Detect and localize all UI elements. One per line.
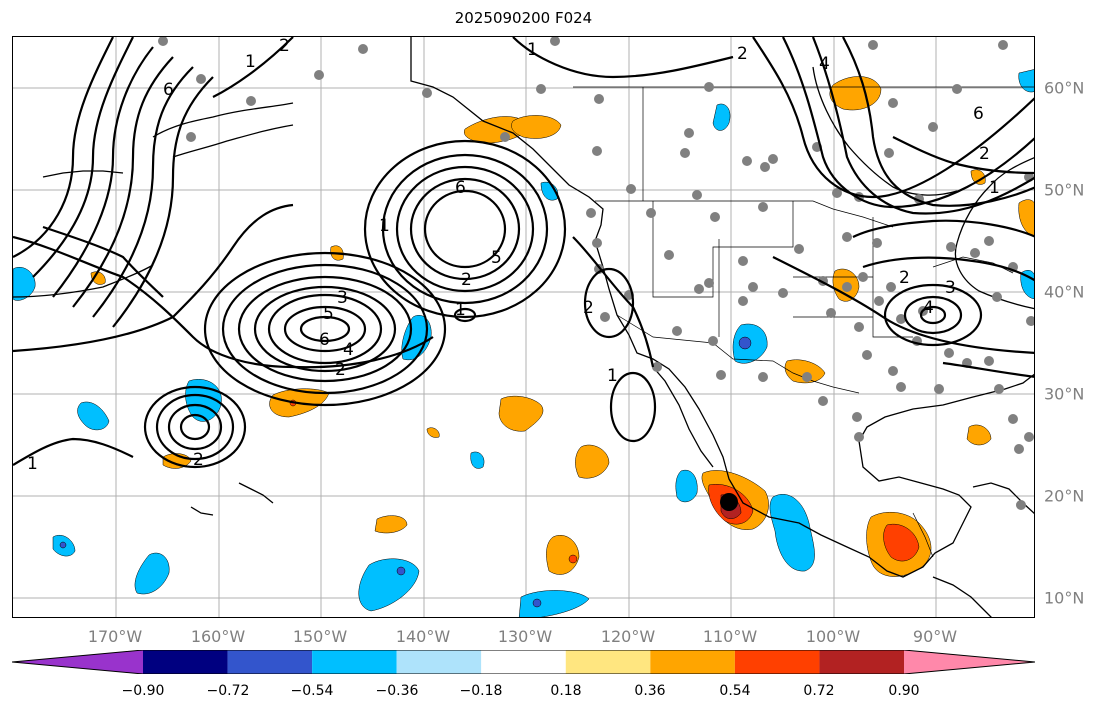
contour-label-1d: 1 [245, 52, 256, 72]
lon-label-160w: 160°W [190, 627, 246, 646]
contour-label-2b: 2 [461, 270, 472, 290]
lat-label-50n: 50°N [1044, 180, 1085, 200]
colorbar-segment-1 [143, 650, 228, 674]
contour-label-2d: 2 [737, 44, 748, 64]
lon-label-130w: 130°W [497, 627, 553, 646]
colorbar-segment-10 [904, 650, 1035, 674]
colorbar-tick-2: −0.72 [206, 683, 250, 699]
map-panel: 3 5 6 4 2 6 5 2 1 1 1 6 1 2 1 2 4 6 2 1 … [12, 36, 1035, 618]
contour-label-6c: 6 [163, 80, 174, 100]
colorbar-tick-9: 0.72 [803, 683, 835, 699]
colorbar-segment-7 [650, 650, 735, 674]
lat-label-30n: 30°N [1044, 384, 1085, 404]
lon-label-120w: 120°W [600, 627, 656, 646]
colorbar-tick-4: −0.36 [375, 683, 419, 699]
lat-label-10n: 10°N [1044, 588, 1085, 608]
contour-label-2g: 2 [583, 298, 594, 318]
lat-label-40n: 40°N [1044, 282, 1085, 302]
negative-anomaly-regions [13, 69, 1034, 617]
contour-label-2f: 2 [899, 268, 910, 288]
lon-label-140w: 140°W [395, 627, 451, 646]
colorbar-tick-1: −0.90 [121, 683, 165, 699]
lon-label-110w: 110°W [702, 627, 758, 646]
colorbar-segment-2 [227, 650, 313, 674]
contour-lines [13, 37, 1034, 469]
contour-label-1f: 1 [989, 178, 1000, 198]
contour-label-2e: 2 [979, 144, 990, 164]
contour-label-6b: 6 [455, 178, 466, 198]
colorbar-tick-5: −0.18 [459, 683, 503, 699]
contour-label-3: 3 [337, 288, 348, 308]
colorbar-segment-4 [396, 650, 482, 674]
colorbar-segment-5 [481, 650, 566, 674]
lon-label-100w: 100°W [805, 627, 861, 646]
contour-label-3b: 3 [945, 278, 956, 298]
lon-label-150w: 150°W [292, 627, 348, 646]
contour-label-4c: 4 [923, 298, 934, 318]
colorbar-tick-7: 0.36 [634, 683, 666, 699]
colorbar-segment-9 [819, 650, 904, 674]
map-title: 2025090200 F024 [454, 9, 593, 27]
contour-label-1: 1 [455, 300, 466, 320]
contour-label-2c: 2 [279, 37, 290, 56]
colorbar-segment-3 [312, 650, 397, 674]
positive-anomaly-regions [90, 76, 1034, 577]
colorbar-tick-3: −0.54 [290, 683, 334, 699]
colorbar-segment-0 [12, 650, 143, 674]
coastlines [13, 37, 1034, 617]
contour-label-1g: 1 [607, 366, 618, 386]
colorbar [12, 650, 1035, 674]
contour-label-5b: 5 [491, 248, 502, 268]
lat-label-60n: 60°N [1044, 78, 1085, 98]
contour-label-4b: 4 [819, 54, 830, 74]
contour-label-5: 5 [323, 304, 334, 324]
contour-label-1e: 1 [527, 40, 538, 60]
contour-label-2: 2 [335, 360, 346, 380]
storm-center-marker [720, 493, 738, 511]
contour-value-labels: 3 5 6 4 2 6 5 2 1 1 1 6 1 2 1 2 4 6 2 1 … [27, 37, 1000, 474]
lon-label-170w: 170°W [87, 627, 143, 646]
lon-label-90w: 90°W [912, 627, 958, 646]
contour-label-1b: 1 [379, 216, 390, 236]
contour-label-1c: 1 [27, 454, 38, 474]
contour-label-4: 4 [343, 340, 354, 360]
colorbar-tick-10: 0.90 [888, 683, 920, 699]
contour-label-2h: 2 [193, 450, 204, 470]
colorbar-segment-6 [565, 650, 651, 674]
colorbar-segment-8 [734, 650, 820, 674]
contour-label-6: 6 [319, 330, 330, 350]
colorbar-tick-6: 0.18 [550, 683, 582, 699]
colorbar-tick-8: 0.54 [719, 683, 751, 699]
contour-label-6d: 6 [973, 104, 984, 124]
map-canvas: 3 5 6 4 2 6 5 2 1 1 1 6 1 2 1 2 4 6 2 1 … [13, 37, 1034, 617]
lat-label-20n: 20°N [1044, 486, 1085, 506]
